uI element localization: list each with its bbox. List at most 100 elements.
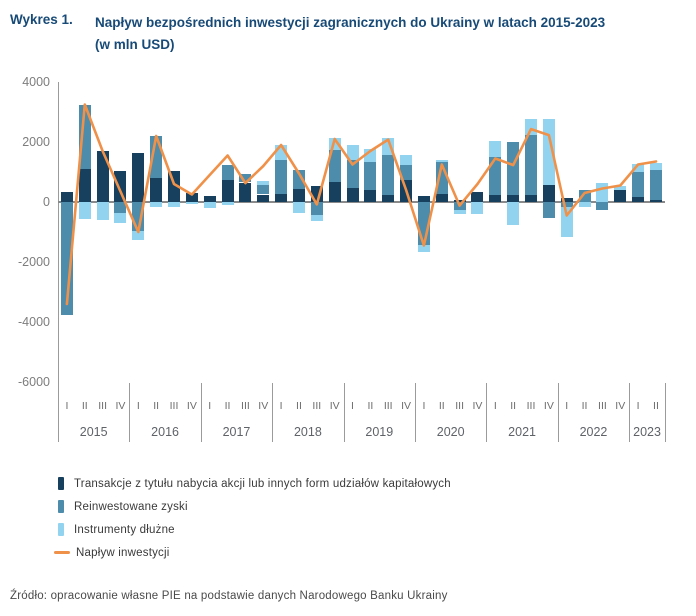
bar-segment: [346, 160, 359, 188]
bar-segment: [382, 138, 395, 156]
bar-segment: [132, 230, 145, 240]
legend-swatch-icon: [58, 477, 64, 490]
y-axis-tick-label: -4000: [18, 315, 50, 329]
bar-segment: [328, 138, 341, 150]
bar-segment: [382, 195, 395, 202]
bar-segment: [507, 202, 520, 226]
bar-segment: [150, 202, 163, 207]
y-axis-line: [58, 82, 59, 441]
bar-segment: [400, 155, 413, 166]
bar-segment: [114, 212, 127, 223]
legend-item: Reinwestowane zyski: [58, 495, 451, 518]
quarter-label: III: [312, 400, 322, 412]
bar-segment: [453, 202, 466, 211]
year-label: 2019: [365, 425, 394, 439]
bar-segment: [435, 193, 448, 202]
year-separator: [343, 383, 345, 442]
quarter-label: III: [526, 400, 536, 412]
figure-title-text: Napływ bezpośrednich inwestycji zagranic…: [95, 15, 606, 30]
quarter-label: I: [351, 400, 354, 412]
bar-segment: [382, 155, 395, 196]
bar-segment: [649, 199, 662, 202]
bar-segment: [596, 183, 609, 202]
quarter-label: IV: [472, 400, 483, 412]
year-label: 2017: [222, 425, 251, 439]
bar-segment: [507, 195, 520, 202]
bar-segment: [78, 202, 91, 219]
bar-segment: [471, 202, 484, 214]
chart-legend: Transakcje z tytułu nabycia akcji lub in…: [54, 472, 451, 564]
quarter-label: II: [153, 400, 160, 412]
legend-label: Instrumenty dłużne: [74, 523, 175, 536]
quarter-label: II: [81, 400, 88, 412]
quarter-label: I: [136, 400, 140, 412]
legend-swatch-icon: [58, 523, 64, 536]
bar-segment: [168, 202, 181, 207]
y-axis-tick-label: -2000: [18, 255, 50, 269]
bar-segment: [471, 192, 484, 202]
bar-segment: [578, 202, 591, 207]
bar-segment: [649, 169, 662, 200]
bar-segment: [507, 142, 520, 196]
bar-segment: [60, 191, 73, 202]
bar-segment: [78, 169, 91, 202]
quarter-label: II: [653, 400, 659, 412]
year-separator: [58, 383, 59, 442]
year-separator: [629, 383, 631, 442]
bar-segment: [364, 148, 377, 162]
bar-segment: [400, 165, 413, 181]
bar-segment: [328, 181, 341, 202]
quarter-label: I: [565, 400, 569, 412]
year-separator: [415, 383, 416, 442]
bar-segment: [221, 179, 234, 202]
y-axis-tick-label: 0: [43, 195, 50, 209]
year-label: 2015: [79, 425, 108, 439]
figure-title: Napływ bezpośrednich inwestycji zagranic…: [95, 12, 680, 56]
bar-segment: [168, 170, 181, 202]
quarter-label: II: [510, 400, 517, 412]
quarter-label: II: [367, 400, 374, 412]
legend-line-marker-icon: [54, 551, 70, 554]
bar-segment: [489, 157, 502, 195]
bar-segment: [542, 118, 555, 185]
bar-segment: [649, 163, 662, 170]
quarter-label: IV: [115, 400, 126, 412]
quarter-label: I: [493, 400, 497, 412]
source-note: Źródło: opracowanie własne PIE na podsta…: [10, 590, 448, 602]
bar-segment: [525, 195, 538, 202]
quarter-label: III: [98, 400, 107, 412]
year-separator: [200, 383, 202, 442]
bar-segment: [542, 202, 555, 219]
quarter-label: IV: [186, 400, 197, 412]
bar-segment: [60, 202, 73, 315]
bar-segment: [346, 145, 359, 160]
legend-item: Transakcje z tytułu nabycia akcji lub in…: [58, 472, 451, 495]
bar-segment: [614, 190, 627, 202]
year-separator: [486, 383, 488, 442]
bar-segment: [346, 187, 359, 202]
y-axis-tick-label: 4000: [22, 75, 50, 89]
bar-segment: [275, 160, 288, 194]
bar-segment: [400, 180, 413, 202]
bar-segment: [596, 202, 609, 210]
bar-segment: [525, 135, 538, 196]
figure-unit-note: (w mln USD): [95, 37, 175, 52]
quarter-label: II: [581, 400, 588, 412]
bar-segment: [328, 149, 341, 182]
bar-segment: [417, 202, 430, 245]
year-label: 2022: [579, 425, 608, 439]
bar-segment: [292, 170, 305, 190]
bar-segment: [525, 119, 538, 136]
y-axis-tick-label: -6000: [18, 375, 50, 389]
quarter-label: III: [169, 400, 179, 412]
quarter-label: IV: [329, 400, 340, 412]
legend-label: Napływ inwestycji: [76, 546, 170, 559]
quarter-label: III: [383, 400, 393, 412]
year-separator: [557, 383, 559, 442]
bar-segment: [489, 194, 502, 202]
quarter-label: I: [208, 400, 212, 412]
quarter-label: III: [455, 400, 464, 412]
bar-segment: [150, 136, 163, 178]
bar-segment: [453, 210, 466, 214]
bar-segment: [632, 196, 645, 202]
